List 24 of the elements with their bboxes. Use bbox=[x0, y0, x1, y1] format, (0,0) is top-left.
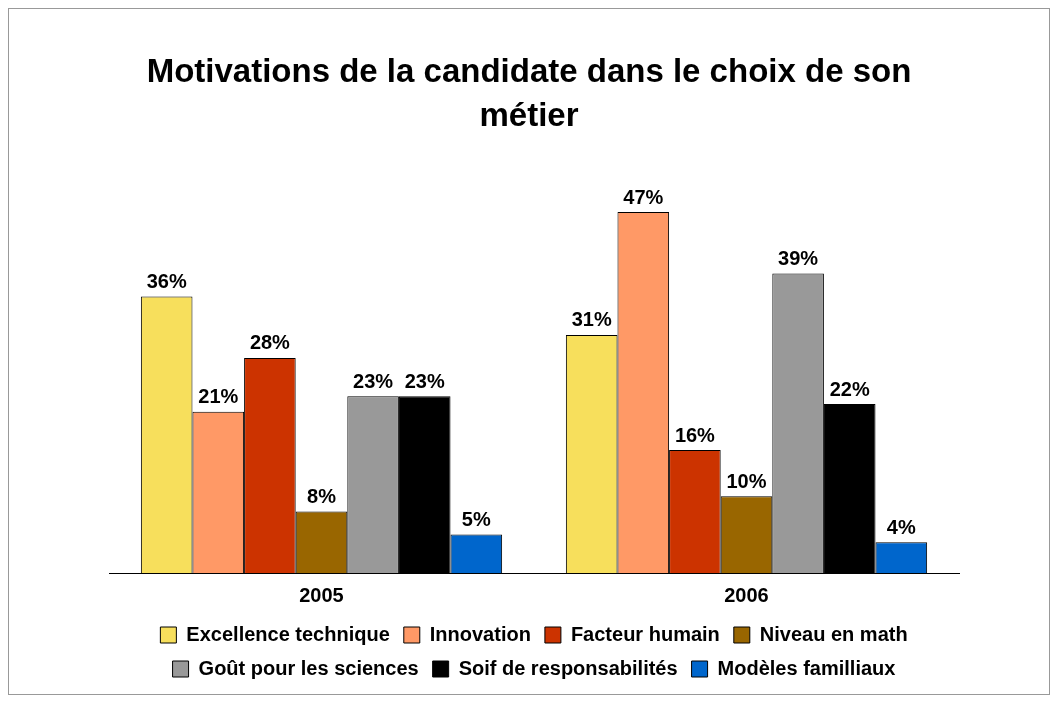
x-tick-label: 2005 bbox=[299, 583, 344, 606]
data-label: 36% bbox=[146, 270, 187, 293]
data-label: 47% bbox=[623, 185, 664, 208]
legend-label: Goût pour les sciences bbox=[198, 656, 419, 679]
data-label: 31% bbox=[571, 308, 612, 331]
chart-title: Motivations de la candidate dans le choix de son métier bbox=[145, 51, 913, 135]
legend-label: Modèles familliaux bbox=[717, 656, 896, 679]
data-label: 8% bbox=[307, 485, 337, 508]
data-label: 4% bbox=[886, 515, 916, 538]
data-label: 10% bbox=[726, 469, 767, 492]
data-label: 22% bbox=[829, 377, 870, 400]
data-label: 23% bbox=[353, 369, 394, 392]
legend-label: Facteur humain bbox=[570, 622, 720, 645]
legend-label: Niveau en math bbox=[759, 622, 908, 645]
data-label: 5% bbox=[461, 508, 491, 531]
data-label: 28% bbox=[249, 331, 291, 354]
data-label: 21% bbox=[198, 385, 239, 408]
data-label: 23% bbox=[404, 369, 445, 392]
data-label: 16% bbox=[674, 423, 716, 446]
legend-label: Soif de responsabilités bbox=[458, 656, 678, 679]
legend-label: Innovation bbox=[429, 622, 531, 645]
data-label: 39% bbox=[778, 247, 819, 269]
x-tick-label: 2006 bbox=[724, 583, 769, 606]
legend-label: Excellence technique bbox=[186, 622, 390, 645]
